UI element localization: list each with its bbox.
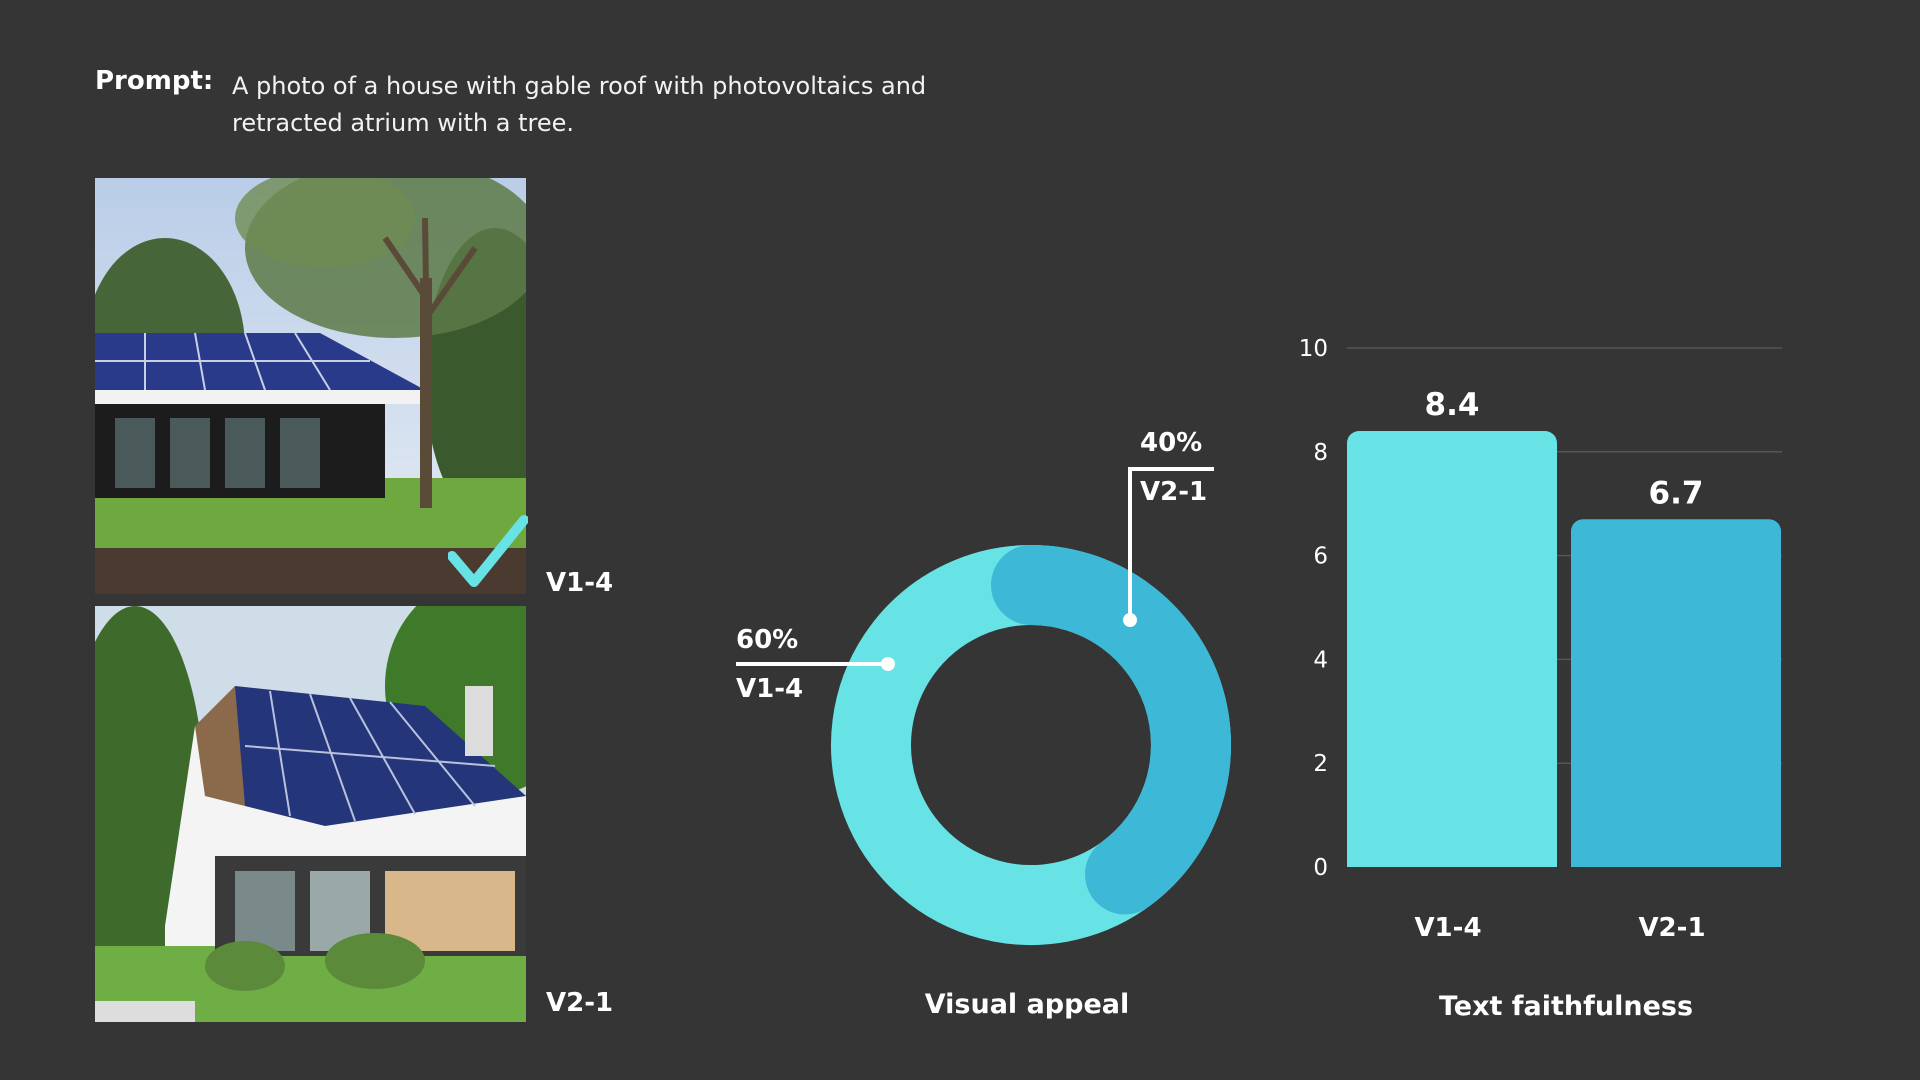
y-tick-label: 0 [1313, 855, 1328, 881]
image-label-v1-4: V1-4 [546, 568, 614, 598]
y-tick-label: 10 [1299, 336, 1328, 362]
bar-baseline-mask [1345, 867, 1784, 881]
y-tick-label: 8 [1313, 440, 1328, 466]
donut-title: Visual appeal [925, 989, 1130, 1020]
y-tick-label: 6 [1313, 544, 1328, 570]
generated-image-v2-1 [95, 606, 526, 1022]
generated-image-v1-4 [95, 178, 526, 594]
prompt-text: A photo of a house with gable roof with … [232, 72, 927, 137]
y-tick-label: 2 [1313, 751, 1328, 777]
leader-line-v2-1 [1128, 467, 1214, 620]
image-label-v2-1: V2-1 [546, 988, 614, 1018]
bar-value-label-v1-4: 8.4 [1425, 387, 1480, 423]
bar-title: Text faithfulness [1439, 991, 1693, 1022]
bar-value-label-v2-1: 6.7 [1649, 475, 1704, 511]
donut-value-label-v1-4: 60% [736, 625, 798, 655]
checkmark-icon [448, 515, 528, 587]
donut-slice-v2-1 [991, 545, 1231, 915]
bar-v1-4 [1347, 431, 1557, 879]
bar-category-label-v2-1: V2-1 [1638, 913, 1705, 943]
bar-category-label-v1-4: V1-4 [1414, 913, 1481, 943]
text-faithfulness-bar-chart: 0 2 4 6 8 10 8.4 6.7 V1-4 V2-1 Text faithfuln… [1299, 336, 1784, 1022]
bar-y-axis: 0 2 4 6 8 10 [1299, 336, 1328, 881]
leader-dot-v1-4 [881, 657, 895, 671]
donut-value-label-v2-1: 40% [1140, 428, 1202, 458]
bar-v2-1 [1571, 519, 1781, 879]
leader-dot-v2-1 [1123, 613, 1137, 627]
donut-category-label-v2-1: V2-1 [1140, 477, 1207, 507]
prompt-label: Prompt: [95, 66, 214, 96]
visual-appeal-donut: 60% V1-4 40% V2-1 Visual appeal [736, 428, 1231, 1020]
y-tick-label: 4 [1313, 647, 1328, 673]
donut-category-label-v1-4: V1-4 [736, 674, 803, 704]
